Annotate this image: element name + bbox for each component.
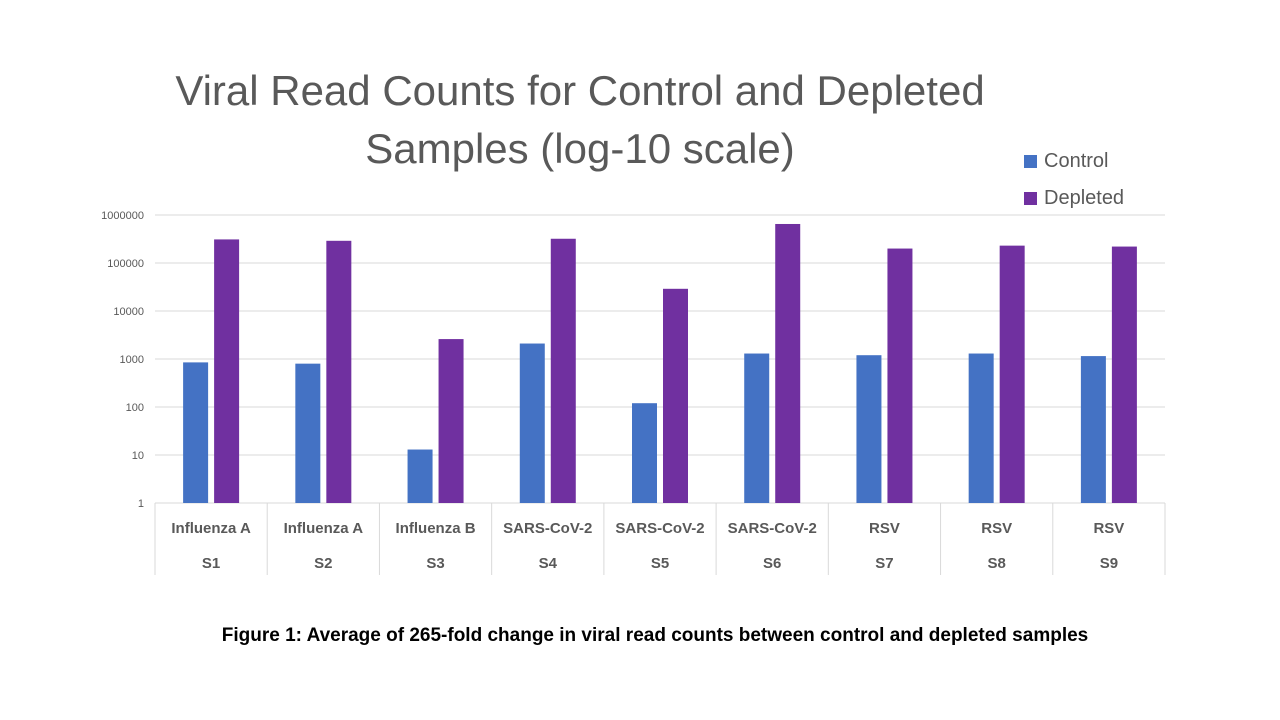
y-tick-label: 100000 bbox=[107, 258, 144, 270]
x-sample-label: S2 bbox=[314, 555, 332, 572]
legend-swatch-depleted bbox=[1024, 192, 1037, 205]
x-category-label: SARS-CoV-2 bbox=[728, 520, 817, 537]
y-tick-label: 1000 bbox=[120, 354, 144, 366]
x-category-label: Influenza A bbox=[171, 520, 251, 537]
bar-chart: 1 10 100 1000 10000 100000 1000000 Influenza A S… bbox=[101, 210, 1166, 575]
legend-swatch-control bbox=[1024, 155, 1037, 168]
legend-item-control: Control bbox=[1024, 143, 1124, 180]
y-tick-label: 10000 bbox=[113, 306, 144, 318]
x-category-label: SARS-CoV-2 bbox=[615, 520, 704, 537]
x-sample-label: S7 bbox=[875, 555, 893, 572]
x-category-label: RSV bbox=[981, 520, 1012, 537]
bar-depleted bbox=[1111, 246, 1137, 503]
bar-control bbox=[632, 403, 657, 503]
legend-label-control: Control bbox=[1044, 150, 1109, 172]
bar-depleted bbox=[663, 288, 688, 503]
y-tick-label: 1000000 bbox=[101, 210, 144, 222]
bar-depleted bbox=[438, 339, 464, 503]
legend-item-depleted: Depleted bbox=[1024, 180, 1124, 217]
x-category-label: RSV bbox=[1093, 520, 1124, 537]
bar-depleted bbox=[887, 248, 913, 503]
x-sample-label: S6 bbox=[763, 555, 781, 572]
bar-depleted bbox=[326, 240, 352, 503]
x-sample-label: S3 bbox=[426, 555, 444, 572]
bar-control bbox=[856, 355, 882, 503]
bar-control bbox=[1080, 356, 1106, 503]
x-category-label: Influenza A bbox=[284, 520, 364, 537]
legend-label-depleted: Depleted bbox=[1044, 187, 1125, 209]
x-sample-label: S1 bbox=[202, 555, 220, 572]
y-tick-label: 10 bbox=[132, 450, 144, 462]
bar-depleted bbox=[214, 239, 240, 503]
bar-control bbox=[295, 363, 321, 503]
x-category-label: SARS-CoV-2 bbox=[503, 520, 592, 537]
legend: Control Depleted bbox=[1024, 143, 1124, 217]
bar-depleted bbox=[775, 223, 801, 503]
bar-control bbox=[519, 343, 545, 503]
x-sample-label: S9 bbox=[1100, 555, 1118, 572]
x-sample-label: S8 bbox=[987, 555, 1005, 572]
bar-control bbox=[183, 362, 209, 503]
y-tick-label: 1 bbox=[138, 498, 144, 510]
bar-control bbox=[968, 353, 994, 503]
bar-control bbox=[744, 353, 770, 503]
bar-depleted bbox=[550, 238, 576, 503]
x-sample-label: S4 bbox=[539, 555, 558, 572]
x-sample-label: S5 bbox=[651, 555, 669, 572]
bar-depleted bbox=[999, 245, 1025, 503]
chart-title: Viral Read Counts for Control and Deplet… bbox=[175, 67, 985, 172]
bar-control bbox=[407, 449, 433, 503]
figure-caption: Figure 1: Average of 265-fold change in … bbox=[221, 625, 1089, 646]
x-category-label: Influenza B bbox=[396, 520, 476, 537]
x-category-label: RSV bbox=[869, 520, 900, 537]
y-tick-label: 100 bbox=[126, 402, 144, 414]
